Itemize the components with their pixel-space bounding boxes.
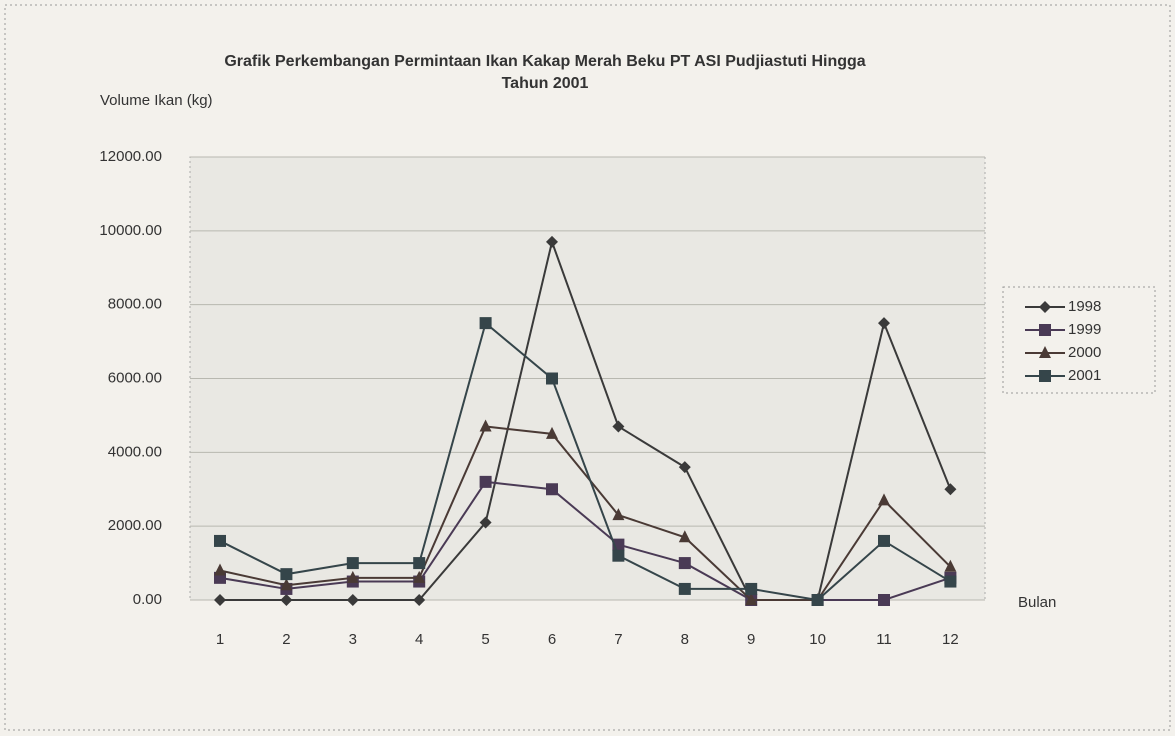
legend-marker: [1039, 370, 1051, 382]
legend-label: 2001: [1068, 367, 1101, 384]
chart-title: Tahun 2001: [502, 75, 589, 92]
x-tick-label: 10: [809, 631, 826, 648]
marker: [678, 530, 691, 543]
y-tick-label: 0.00: [133, 591, 162, 608]
marker: [479, 419, 492, 432]
legend-label: 2000: [1068, 344, 1101, 361]
x-tick-label: 9: [747, 631, 755, 648]
marker: [479, 317, 492, 330]
y-tick-label: 8000.00: [108, 296, 162, 313]
marker: [346, 570, 359, 583]
x-tick-label: 7: [614, 631, 622, 648]
legend-box: [1002, 286, 1156, 394]
marker: [346, 594, 359, 606]
marker: [346, 557, 359, 570]
marker: [546, 235, 558, 248]
x-tick-label: 11: [876, 631, 892, 648]
marker: [479, 475, 492, 488]
x-tick-label: 12: [942, 631, 959, 648]
x-tick-label: 6: [548, 631, 556, 648]
marker: [280, 594, 293, 606]
marker: [944, 483, 957, 496]
y-tick-label: 6000.00: [108, 369, 162, 386]
x-tick-label: 4: [415, 631, 423, 648]
marker: [280, 568, 293, 581]
marker: [546, 426, 558, 439]
marker: [811, 594, 824, 606]
x-axis-label: Bulan: [1018, 594, 1056, 611]
series-line: [219, 321, 951, 602]
series-line: [220, 238, 952, 601]
marker: [214, 534, 226, 547]
series-line: [219, 480, 951, 601]
legend-label: 1998: [1068, 298, 1101, 315]
marker: [546, 372, 558, 385]
marker: [878, 493, 890, 506]
chart-title: Grafik Perkembangan Permintaan Ikan Kaka…: [224, 53, 865, 70]
legend-marker: [1039, 301, 1051, 313]
legend-label: 1999: [1068, 321, 1101, 338]
marker: [878, 594, 890, 606]
marker: [214, 563, 226, 576]
x-tick-label: 3: [349, 631, 357, 648]
marker: [479, 516, 492, 529]
x-tick-label: 1: [216, 631, 224, 648]
series-line: [219, 425, 952, 601]
marker: [678, 582, 691, 595]
marker: [612, 508, 625, 521]
x-tick-label: 8: [681, 631, 689, 648]
x-tick-label: 5: [481, 631, 489, 648]
x-tick-label: 2: [282, 631, 290, 648]
marker: [878, 317, 890, 330]
marker: [745, 582, 758, 595]
legend-marker: [1039, 324, 1051, 336]
marker: [413, 594, 426, 606]
marker: [944, 559, 957, 572]
y-axis-label: Volume Ikan (kg): [100, 92, 213, 109]
marker: [413, 557, 426, 570]
marker: [678, 461, 691, 474]
marker: [678, 557, 691, 570]
legend-marker: [1039, 346, 1051, 358]
y-tick-label: 4000.00: [108, 443, 162, 460]
y-tick-label: 2000.00: [108, 517, 162, 534]
marker: [612, 420, 625, 433]
y-tick-label: 10000.00: [99, 222, 162, 239]
marker: [745, 593, 758, 605]
marker: [612, 549, 625, 562]
marker: [944, 575, 957, 588]
marker: [214, 594, 226, 606]
marker: [413, 570, 426, 583]
y-tick-label: 12000.00: [99, 148, 162, 165]
marker: [280, 578, 293, 591]
marker: [546, 483, 558, 496]
marker: [878, 534, 890, 547]
